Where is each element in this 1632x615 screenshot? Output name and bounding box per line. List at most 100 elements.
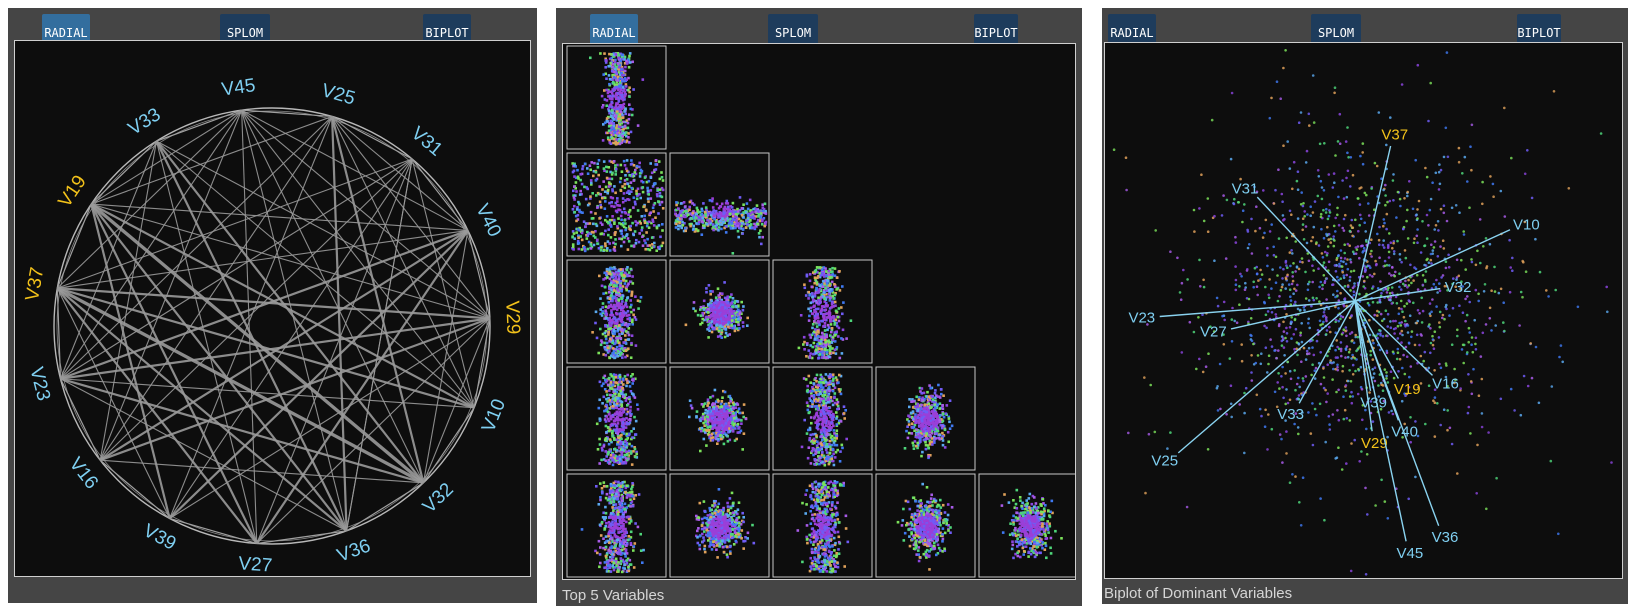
biplot-var-label[interactable]: V23 <box>1128 309 1155 326</box>
radial-edge <box>422 407 475 484</box>
radial-edge <box>57 229 469 289</box>
radial-graph: V45 V25 V31 V40 V29 V10 V32 V36 V27 V39 V16 V23 V37 V… <box>22 75 524 576</box>
radial-edge <box>331 116 425 484</box>
radial-edge <box>169 517 257 545</box>
biplot-var-label[interactable]: V31 <box>1232 180 1259 197</box>
splom-cell[interactable] <box>772 366 873 471</box>
splom-cell[interactable] <box>669 366 770 471</box>
biplot-var-label[interactable]: V37 <box>1381 126 1408 143</box>
biplot-vector <box>1354 300 1433 376</box>
radial-var-label[interactable]: V16 <box>65 454 102 494</box>
radial-edge <box>59 140 157 379</box>
radial-var-label[interactable]: V31 <box>407 123 446 161</box>
radial-var-label[interactable]: V27 <box>238 553 273 576</box>
radial-var-label[interactable]: V37 <box>22 266 49 303</box>
radial-edge <box>56 287 258 545</box>
biplot-var-label[interactable]: V45 <box>1397 545 1424 562</box>
radial-edge <box>99 459 171 519</box>
splom-cell[interactable] <box>566 473 667 578</box>
biplot-var-label[interactable]: V40 <box>1391 424 1418 441</box>
radial-edge <box>411 158 469 231</box>
radial-edge <box>56 288 62 379</box>
radial-edge <box>60 377 424 484</box>
radial-edge <box>156 140 475 409</box>
radial-edge <box>56 287 171 519</box>
radial-edge <box>422 318 491 484</box>
biplot-var-label[interactable]: V10 <box>1513 217 1540 234</box>
biplot-var-label[interactable]: V39 <box>1360 395 1387 412</box>
biplot-var-label[interactable]: V36 <box>1432 529 1459 546</box>
radial-edge <box>241 109 491 319</box>
radial-edge <box>56 203 92 289</box>
radial-edge <box>169 116 333 519</box>
radial-var-label[interactable]: V29 <box>501 300 523 335</box>
splom-plot-area <box>562 43 1076 580</box>
biplot-vector <box>1354 229 1511 302</box>
radial-var-label[interactable]: V19 <box>54 172 90 212</box>
radial-edge <box>241 109 333 118</box>
splom-cell[interactable] <box>566 45 667 150</box>
radial-var-label[interactable]: V33 <box>125 104 165 140</box>
splom-cell[interactable] <box>566 366 667 471</box>
radial-edge <box>241 109 469 231</box>
splom-cell[interactable] <box>566 259 667 364</box>
radial-edge <box>56 109 243 289</box>
radial-ring <box>53 107 491 545</box>
splom-cell[interactable] <box>772 259 873 364</box>
splom-cell[interactable] <box>978 473 1075 578</box>
radial-edge <box>331 116 475 408</box>
biplot-vector <box>1354 300 1440 527</box>
biplot-vector <box>1159 300 1356 318</box>
radial-edge <box>467 230 491 319</box>
splom-cell[interactable] <box>875 473 976 578</box>
radial-edge <box>241 109 475 409</box>
radial-edge <box>90 203 171 519</box>
radial-edge <box>90 203 258 544</box>
radial-edge <box>422 230 469 483</box>
splom-cell[interactable] <box>669 152 770 257</box>
radial-edge <box>155 140 348 532</box>
splom-cell[interactable] <box>772 473 873 578</box>
radial-edge <box>168 229 469 520</box>
biplot-var-label[interactable]: V29 <box>1361 435 1388 452</box>
radial-var-label[interactable]: V10 <box>478 396 510 435</box>
radial-edge <box>331 116 469 231</box>
radial-edge <box>59 378 101 461</box>
radial-var-label[interactable]: V40 <box>471 201 505 241</box>
splom-cell[interactable] <box>669 259 770 364</box>
biplot-var-label[interactable]: V16 <box>1432 376 1459 393</box>
biplot-vector <box>1354 300 1407 542</box>
radial-edge <box>99 109 243 461</box>
splom-cell[interactable] <box>669 473 770 578</box>
radial-edge <box>91 203 468 231</box>
radial-var-label[interactable]: V36 <box>334 535 373 566</box>
biplot-var-label[interactable]: V19 <box>1394 381 1421 398</box>
radial-var-label[interactable]: V25 <box>319 80 357 110</box>
radial-edge <box>90 202 425 485</box>
radial-var-label[interactable]: V45 <box>220 75 256 101</box>
radial-edge <box>156 109 242 142</box>
splom-cell[interactable] <box>875 366 976 471</box>
radial-edge <box>346 158 413 531</box>
radial-edge <box>99 116 333 461</box>
radial-edge <box>256 530 347 545</box>
biplot-var-label[interactable]: V27 <box>1200 324 1227 341</box>
splom-matrix <box>566 45 1075 578</box>
radial-edge <box>169 317 491 519</box>
biplot-panel: RADIAL SPLOM BIPLOT V37 V10 V31 V32 V23 V27 V1… <box>1102 8 1628 604</box>
biplot-var-label[interactable]: V33 <box>1277 406 1304 423</box>
biplot-var-label[interactable]: V25 <box>1151 453 1178 470</box>
biplot-caption: Biplot of Dominant Variables <box>1104 585 1293 602</box>
radial-edge <box>241 110 258 544</box>
radial-var-label[interactable]: V23 <box>25 365 54 403</box>
splom-cell[interactable] <box>566 152 667 257</box>
radial-edge <box>100 459 424 484</box>
radial-edge <box>155 140 258 544</box>
radial-var-label[interactable]: V39 <box>140 520 180 554</box>
radial-edge <box>90 109 242 205</box>
radial-var-label[interactable]: V32 <box>419 479 458 518</box>
biplot-var-label[interactable]: V32 <box>1445 279 1472 296</box>
biplot-vector <box>1230 300 1356 330</box>
radial-edge <box>241 109 424 484</box>
